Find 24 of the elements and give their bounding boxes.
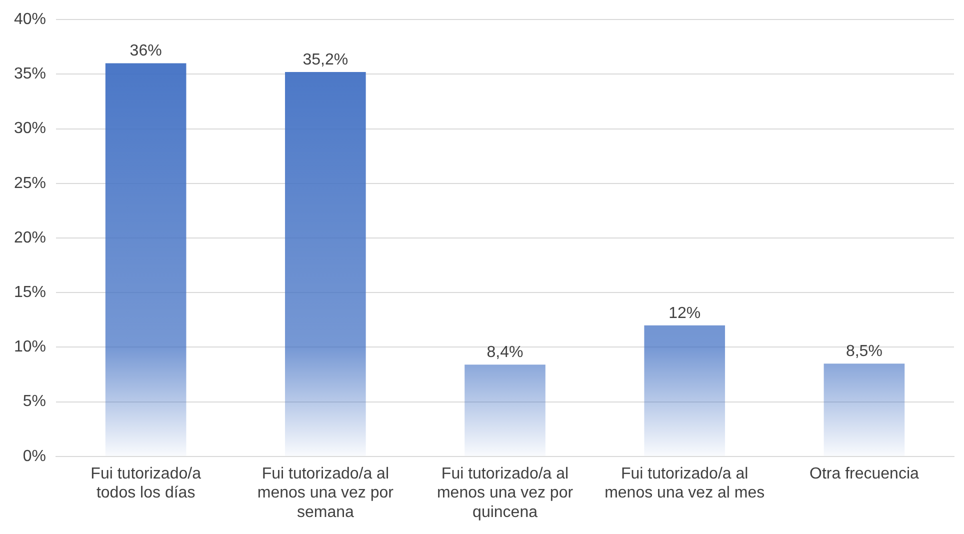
y-tick-label: 35% <box>14 66 46 83</box>
y-tick-label: 10% <box>14 338 46 356</box>
y-tick-label: 5% <box>22 393 46 410</box>
data-label: 8,4% <box>486 344 524 362</box>
x-tick-label: Fui tutorizado/a al menos una vez por semana <box>257 465 394 521</box>
bar <box>824 364 905 456</box>
x-tick-label: Otra frecuencia <box>810 465 919 482</box>
x-tick-label: Fui tutorizado/a al menos una vez por quincena <box>436 465 574 521</box>
bar <box>105 63 186 456</box>
bar <box>644 325 726 456</box>
y-tick-label: 30% <box>14 120 46 138</box>
y-tick-label: 25% <box>14 174 46 192</box>
bar <box>285 72 366 456</box>
y-tick-label: 20% <box>14 229 46 246</box>
data-label: 36% <box>130 42 162 60</box>
data-label: 12% <box>668 304 701 322</box>
x-tick-label: Fui tutorizado/a todos los días <box>90 465 202 502</box>
y-tick-label: 40% <box>14 11 46 28</box>
y-tick-label: 15% <box>14 284 46 302</box>
data-label: 35,2% <box>302 51 348 68</box>
bar <box>464 364 546 456</box>
x-tick-label: Fui tutorizado/a al menos una vez al mes <box>604 465 765 502</box>
y-tick-label: 0% <box>22 448 46 465</box>
data-label: 8,5% <box>846 342 882 360</box>
